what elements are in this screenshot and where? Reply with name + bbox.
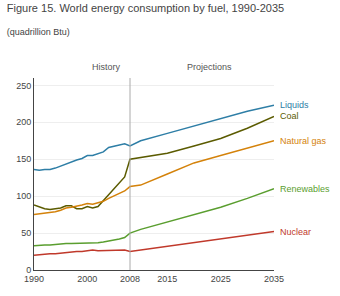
svg-text:250: 250 bbox=[16, 81, 31, 91]
svg-text:Natural gas: Natural gas bbox=[280, 136, 327, 146]
svg-text:2000: 2000 bbox=[77, 274, 97, 284]
svg-text:100: 100 bbox=[16, 191, 31, 201]
svg-text:2015: 2015 bbox=[157, 274, 177, 284]
svg-text:50: 50 bbox=[21, 228, 31, 238]
svg-text:2008: 2008 bbox=[120, 274, 140, 284]
svg-text:1990: 1990 bbox=[24, 274, 44, 284]
svg-text:Nuclear: Nuclear bbox=[280, 227, 311, 237]
svg-text:2035: 2035 bbox=[264, 274, 284, 284]
svg-text:Renewables: Renewables bbox=[280, 184, 330, 194]
svg-text:150: 150 bbox=[16, 154, 31, 164]
svg-text:2025: 2025 bbox=[211, 274, 231, 284]
svg-text:Projections: Projections bbox=[187, 62, 232, 72]
svg-text:(quadrillion Btu): (quadrillion Btu) bbox=[7, 27, 70, 37]
svg-text:200: 200 bbox=[16, 117, 31, 127]
svg-text:History: History bbox=[92, 62, 121, 72]
svg-text:Figure 15. World energy consum: Figure 15. World energy consumption by f… bbox=[7, 2, 284, 14]
svg-text:Liquids: Liquids bbox=[280, 100, 309, 110]
svg-text:Coal: Coal bbox=[280, 111, 299, 121]
svg-text:0: 0 bbox=[26, 265, 31, 275]
